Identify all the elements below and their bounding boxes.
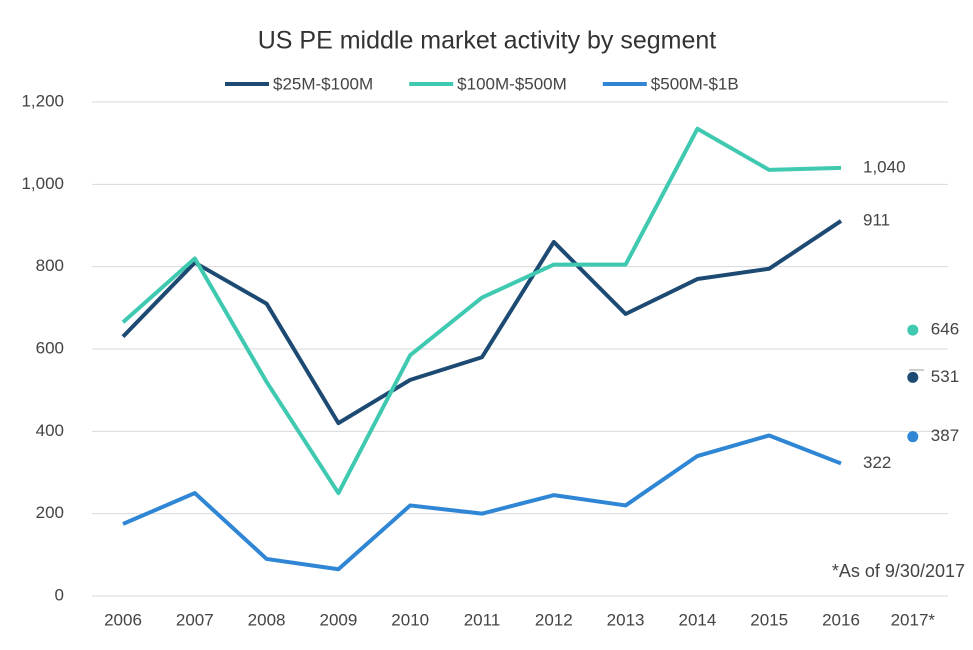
series-line xyxy=(121,126,842,496)
x-tick-label: 2011 xyxy=(464,610,501,629)
y-tick-label: 800 xyxy=(36,256,64,275)
y-tick-label: 400 xyxy=(36,421,64,440)
y-tick-label: 200 xyxy=(36,503,64,522)
annotation: *As of 9/30/2017 xyxy=(832,561,965,581)
x-tick-label: 2015 xyxy=(750,610,788,629)
ytd-point xyxy=(907,324,919,336)
data-label: 911 xyxy=(863,210,890,229)
legend-label: $500M-$1B xyxy=(651,74,739,93)
x-tick-label: 2010 xyxy=(391,610,429,629)
x-tick-label: 2009 xyxy=(319,610,357,629)
x-tick-label: 2006 xyxy=(104,610,142,629)
data-label: 1,040 xyxy=(863,157,906,176)
data-label: 646 xyxy=(931,320,959,339)
series-line xyxy=(122,433,842,572)
series-line xyxy=(121,219,843,426)
data-label: 322 xyxy=(863,453,891,472)
legend-label: $100M-$500M xyxy=(457,74,567,93)
data-label: 531 xyxy=(931,367,959,386)
x-tick-label: 2013 xyxy=(607,610,645,629)
data-label: 387 xyxy=(931,426,959,445)
x-tick-label: 2014 xyxy=(678,610,716,629)
y-tick-label: 1,000 xyxy=(21,174,64,193)
ytd-point xyxy=(907,431,919,443)
y-tick-label: 1,200 xyxy=(21,91,64,110)
y-tick-label: 600 xyxy=(36,338,64,357)
y-tick-label: 0 xyxy=(55,585,64,604)
x-tick-label: 2008 xyxy=(248,610,286,629)
ytd-point xyxy=(907,371,919,383)
x-tick-label: 2007 xyxy=(176,610,214,629)
x-tick-label: 2017* xyxy=(891,610,936,629)
legend-label: $25M-$100M xyxy=(273,74,373,93)
chart-title: US PE middle market activity by segment xyxy=(258,27,717,55)
x-tick-label: 2016 xyxy=(822,610,860,629)
x-tick-label: 2012 xyxy=(535,610,573,629)
